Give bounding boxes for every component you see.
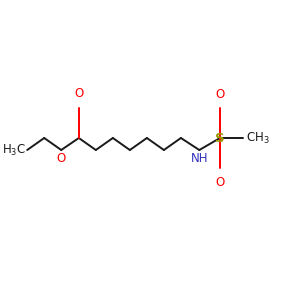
Text: O: O (215, 176, 225, 188)
Text: $\mathregular{H_3C}$: $\mathregular{H_3C}$ (2, 142, 26, 158)
Text: O: O (57, 152, 66, 164)
Text: NH: NH (190, 152, 208, 164)
Text: S: S (215, 131, 225, 145)
Text: $\mathregular{CH_3}$: $\mathregular{CH_3}$ (246, 130, 269, 146)
Text: O: O (74, 87, 83, 100)
Text: O: O (215, 88, 225, 100)
